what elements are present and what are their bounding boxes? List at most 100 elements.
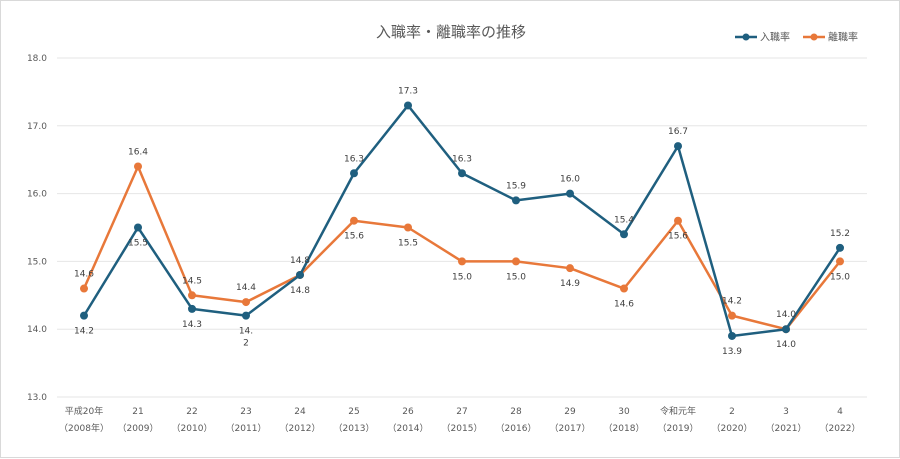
x-tick-sublabel: （2019） — [658, 423, 699, 434]
separation-rate-data-label: 15.0 — [830, 272, 850, 282]
separation-rate-point — [458, 257, 466, 266]
separation-rate-data-label: 14.6 — [74, 270, 94, 280]
hiring-rate-point — [134, 223, 142, 232]
hiring-rate-point — [296, 270, 304, 279]
x-tick-label: 平成20年 — [65, 405, 103, 417]
hiring-rate-data-label: 14.8 — [290, 286, 310, 296]
separation-rate-data-label: 15.6 — [668, 232, 688, 242]
x-tick-label: 24 — [294, 407, 306, 417]
x-tick-sublabel: （2009） — [118, 423, 159, 434]
x-tick-label: 23 — [240, 407, 251, 417]
hiring-rate-data-label: 14.2 — [74, 327, 94, 337]
hiring-rate-point — [620, 230, 628, 239]
hiring-rate-point — [242, 311, 250, 320]
x-tick-label: 25 — [348, 407, 359, 417]
x-tick-sublabel: （2017） — [550, 423, 591, 434]
separation-rate-point — [836, 257, 844, 266]
hiring-rate-data-label: 16.3 — [344, 154, 364, 164]
series-lines — [80, 101, 844, 340]
separation-rate-point — [728, 311, 736, 320]
separation-rate-point — [188, 291, 196, 300]
y-tick-label: 15.0 — [27, 257, 47, 267]
separation-rate-data-label: 15.0 — [452, 272, 472, 282]
chart-title: 入職率・離職率の推移 — [376, 23, 526, 41]
x-tick-sublabel: （2010） — [172, 423, 213, 434]
separation-rate-point — [566, 264, 574, 273]
hiring-rate-data-label: 16.0 — [560, 175, 580, 185]
separation-rate-data-label: 14.5 — [182, 276, 202, 286]
separation-rate-data-label: 14.6 — [614, 300, 634, 310]
x-tick-sublabel: （2011） — [226, 423, 267, 434]
x-axis-ticks: 平成20年（2008年）21（2009）22（2010）23（2011）24（2… — [59, 405, 860, 434]
x-tick-sublabel: （2015） — [442, 423, 483, 434]
legend: 入職率 離職率 — [735, 31, 858, 44]
separation-rate-data-label: 16.4 — [128, 147, 148, 157]
hiring-rate-point — [674, 142, 682, 151]
x-tick-sublabel: （2018） — [604, 423, 645, 434]
hiring-rate-legend-marker — [742, 33, 750, 41]
separation-rate-point — [80, 284, 88, 293]
separation-rate-legend-label: 離職率 — [828, 31, 858, 44]
separation-rate-data-label: 14.9 — [560, 279, 580, 289]
x-tick-label: 29 — [564, 407, 576, 417]
x-tick-sublabel: （2014） — [388, 423, 429, 434]
x-tick-label: 26 — [402, 407, 414, 417]
hiring-rate-data-label: 15.5 — [128, 239, 148, 249]
separation-rate-point — [620, 284, 628, 293]
separation-rate-data-label: 14.2 — [722, 297, 742, 307]
separation-rate-data-label: 14.4 — [236, 283, 256, 293]
x-tick-label: 2 — [729, 407, 735, 417]
x-tick-sublabel: （2008年） — [59, 422, 109, 434]
hiring-rate-legend-label: 入職率 — [760, 31, 790, 44]
separation-rate-point — [512, 257, 520, 266]
hiring-rate-data-label: 14.0 — [776, 340, 796, 350]
hiring-rate-point — [836, 243, 844, 252]
x-tick-sublabel: （2013） — [334, 423, 375, 434]
x-tick-label: 28 — [510, 407, 522, 417]
hiring-rate-data-label: 13.9 — [722, 347, 742, 357]
x-tick-sublabel: （2021） — [766, 423, 807, 434]
hiring-rate-point — [404, 101, 412, 110]
hiring-rate-point — [350, 169, 358, 178]
hiring-rate-data-label: 15.2 — [830, 229, 850, 239]
y-tick-label: 13.0 — [27, 393, 47, 403]
hiring-rate-data-label: 14.3 — [182, 320, 202, 330]
hiring-rate-data-label: 14. — [239, 327, 253, 337]
hiring-rate-point — [566, 189, 574, 198]
x-tick-sublabel: （2016） — [496, 423, 537, 434]
x-tick-label: 30 — [618, 407, 630, 417]
hiring-rate-point — [512, 196, 520, 205]
x-tick-sublabel: （2012） — [280, 423, 321, 434]
hiring-rate-data-label: 16.7 — [668, 127, 688, 137]
y-tick-label: 14.0 — [27, 325, 47, 335]
data-labels: 14.214.615.516.414.314.514.214.4 14.814.8… — [74, 86, 850, 357]
gridlines — [57, 57, 867, 398]
x-tick-sublabel: （2022） — [820, 423, 861, 434]
y-tick-label: 17.0 — [27, 122, 47, 132]
separation-rate-data-label: 15.6 — [344, 232, 364, 242]
separation-rate-data-label: 15.0 — [506, 272, 526, 282]
hiring-rate-point — [80, 311, 88, 320]
separation-rate-legend-marker — [810, 33, 818, 41]
x-tick-label: 22 — [186, 407, 197, 417]
hiring-rate-data-label: 2 — [243, 339, 249, 349]
hiring-rate-data-label: 15.4 — [614, 215, 634, 225]
x-tick-label: 令和元年 — [660, 405, 696, 417]
y-tick-label: 18.0 — [27, 54, 47, 64]
x-tick-label: 27 — [456, 407, 467, 417]
separation-rate-point — [674, 216, 682, 225]
separation-rate-point — [350, 216, 358, 225]
hiring-rate-point — [458, 169, 466, 178]
hiring-rate-data-label: 17.3 — [398, 86, 418, 96]
x-tick-sublabel: （2020） — [712, 423, 753, 434]
x-tick-label: 4 — [837, 407, 843, 417]
separation-rate-point — [134, 162, 142, 171]
separation-rate-data-label: 14.8 — [290, 256, 310, 266]
y-tick-label: 16.0 — [27, 190, 47, 200]
separation-rate-point — [404, 223, 412, 232]
x-tick-label: 21 — [132, 407, 143, 417]
hiring-rate-data-label: 16.3 — [452, 154, 472, 164]
hiring-rate-point — [188, 304, 196, 313]
